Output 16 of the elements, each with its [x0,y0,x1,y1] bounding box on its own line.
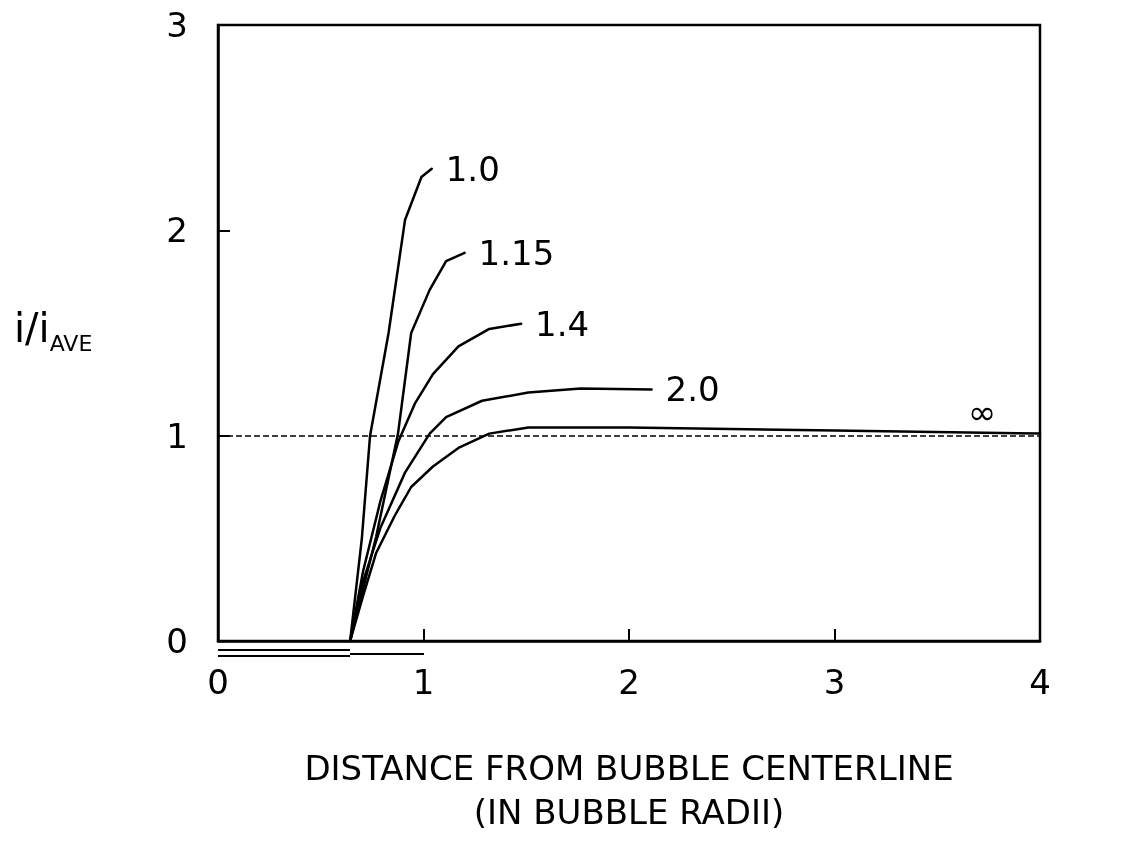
series-label: ∞ [968,391,997,432]
series-label: 1.15 [478,232,555,273]
series-label: 1.4 [535,303,590,344]
y-axis-title: i/i$_{AVE}$ [14,305,93,356]
y-tick-label: 2 [166,210,188,251]
x-tick-label: 4 [1029,662,1051,702]
x-tick-label: 0 [207,662,229,702]
y-tick-label: 0 [166,621,188,661]
x-tick-label: 2 [618,662,640,702]
series-label: 1.0 [445,148,500,189]
series-label: 2.0 [665,369,720,410]
y-tick-label: 1 [166,415,188,456]
y-tick-label: 3 [166,5,188,45]
x-tick-label: 1 [412,662,435,702]
x-axis-title: DISTANCE FROM BUBBLE CENTERLINE (IN BUBBLE RADII) [304,748,954,832]
x-tick-label: 3 [823,662,846,702]
